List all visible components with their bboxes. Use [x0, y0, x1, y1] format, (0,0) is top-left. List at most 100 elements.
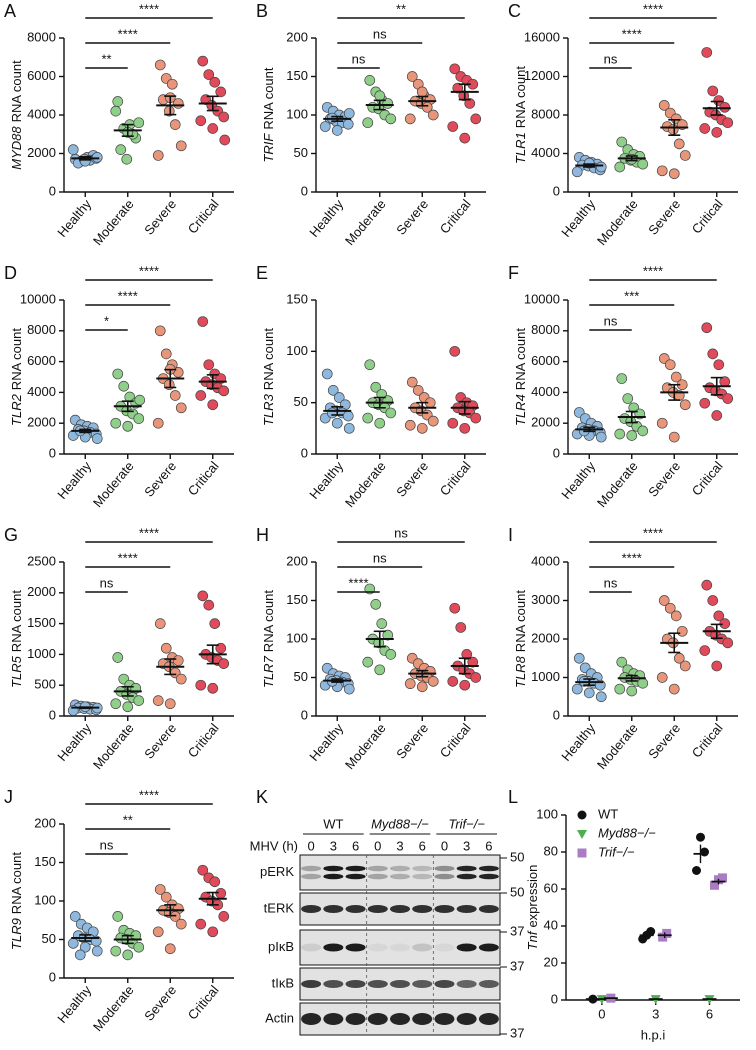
data-point [701, 322, 713, 334]
timepoint-label: 3 [396, 838, 403, 853]
data-point [622, 393, 634, 404]
legend-marker [577, 810, 587, 820]
data-point [112, 96, 124, 107]
y-tick-label: 0 [553, 445, 560, 460]
y-axis-unit: RNA count [513, 328, 528, 391]
data-point [331, 417, 343, 429]
data-point [637, 425, 649, 437]
x-axis-label: h.p.i [641, 1027, 666, 1042]
y-tick-label: 0 [301, 707, 308, 722]
y-tick-label: 0 [553, 707, 560, 722]
data-point [710, 880, 720, 890]
blot-band [434, 980, 455, 988]
error-bar [206, 374, 219, 390]
error-bar [79, 428, 92, 434]
protein-label: pERK [260, 864, 294, 879]
blot-band [434, 865, 455, 872]
data-point [110, 105, 122, 117]
data-point [626, 685, 638, 697]
y-tick-label: 0 [49, 707, 56, 722]
x-tick-label: 6 [706, 1006, 713, 1021]
data-point [406, 376, 418, 388]
data-point [195, 390, 207, 401]
blot-band [456, 980, 477, 988]
data-point [133, 941, 145, 953]
blot-band [412, 980, 433, 988]
significance-label: ns [373, 550, 387, 565]
y-tick-label: 50 [42, 931, 56, 946]
y-tick-label: 200 [34, 815, 56, 830]
y-tick-label: 8000 [27, 29, 56, 44]
error-bar [625, 674, 638, 682]
significance-label: ns [352, 51, 366, 66]
panel-letter: J [4, 787, 13, 807]
blot-band [456, 905, 477, 913]
data-point [342, 118, 354, 130]
error-bar [206, 95, 219, 112]
y-tick-label: 4000 [27, 106, 56, 121]
blot-band [434, 873, 455, 880]
error-bar [206, 644, 219, 665]
error-bar [79, 155, 92, 161]
data-point [614, 161, 626, 173]
data-point [169, 390, 181, 401]
timepoint-label: 3 [463, 838, 470, 853]
genotype-label: Trif−/− [448, 816, 485, 831]
data-point [195, 679, 207, 691]
x-tick-label: Moderate [342, 196, 389, 248]
marker-label: 50 [510, 849, 524, 864]
data-point [459, 679, 471, 691]
blot-band [323, 943, 344, 952]
significance-label: ns [394, 525, 408, 540]
x-tick-label: Severe [141, 458, 179, 499]
blot-band [478, 980, 499, 988]
data-point [197, 864, 209, 876]
y-tick-label: 8000 [27, 322, 56, 337]
data-point [385, 407, 397, 419]
error-bar [121, 685, 134, 697]
blot-band [301, 943, 322, 952]
x-tick-label: Severe [645, 720, 683, 761]
blot-band [345, 1013, 366, 1025]
data-point [209, 618, 221, 629]
data-point [112, 368, 124, 380]
data-point [207, 682, 219, 694]
data-point [152, 417, 164, 429]
data-point [571, 166, 583, 178]
y-axis-label: Tnf expression [525, 865, 540, 951]
y-axis-gene: TLR4 [513, 394, 528, 426]
timepoint-label: 6 [419, 838, 426, 853]
blot-band [301, 873, 322, 880]
data-point [722, 117, 734, 129]
x-tick-label: Severe [393, 458, 431, 499]
y-axis-label: MYD88 RNA count [9, 60, 24, 170]
panel-letter: H [256, 525, 269, 545]
significance-label: ** [396, 1, 406, 16]
x-tick-label: Critical [437, 196, 474, 236]
timepoint-label: 3 [330, 838, 337, 853]
significance-label: **** [622, 550, 642, 565]
panel-letter: L [508, 787, 518, 807]
data-point [370, 598, 382, 610]
data-point [362, 656, 374, 668]
data-point [154, 325, 166, 337]
y-tick-label: 2000 [531, 415, 560, 430]
data-point [160, 891, 172, 903]
data-point [164, 943, 176, 955]
data-point [470, 412, 482, 424]
error-bar [668, 383, 681, 401]
data-point [713, 359, 725, 371]
data-point [152, 926, 164, 938]
data-point [722, 393, 734, 404]
blot-band [412, 873, 433, 880]
y-tick-label: 0 [301, 445, 308, 460]
data-point [160, 348, 172, 360]
x-tick-label: Severe [645, 458, 683, 499]
data-point [134, 394, 146, 406]
y-tick-label: 1500 [27, 615, 56, 630]
error-bar [164, 95, 177, 116]
error-bar [79, 934, 92, 942]
data-point [707, 348, 719, 360]
legend-label: Myd88−/− [598, 825, 656, 840]
data-point [692, 866, 702, 875]
